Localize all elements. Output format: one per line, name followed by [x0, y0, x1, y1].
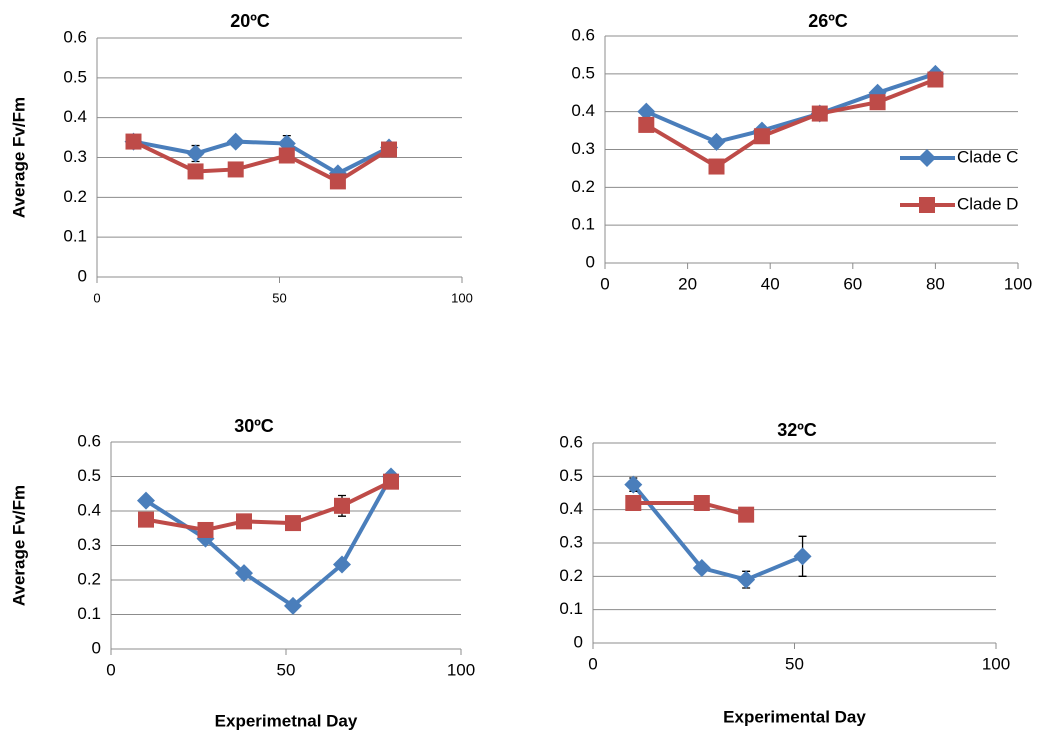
y-tick-label: 0.3: [77, 535, 101, 554]
y-axis-label: Average Fv/Fm: [9, 97, 28, 218]
marker: [137, 491, 155, 510]
series-line: [132, 139, 391, 184]
y-tick-label: 0.4: [63, 107, 87, 126]
y-tick-label: 0: [574, 632, 583, 651]
y-tick-label: 0.4: [77, 500, 101, 519]
y-tick-label: 0.6: [77, 431, 101, 450]
y-tick-label: 0.1: [63, 227, 87, 246]
y-tick-label: 0: [586, 252, 595, 271]
x-tick-label: 50: [785, 654, 804, 673]
y-tick-label: 0.2: [571, 177, 595, 196]
series-line: [645, 77, 937, 169]
y-tick-label: 0.5: [559, 466, 583, 485]
marker: [236, 513, 252, 530]
chart-title: 26ºC: [808, 11, 848, 31]
series-line: [633, 501, 747, 517]
marker: [125, 133, 142, 150]
x-axis-label: Experimental Day: [723, 707, 866, 726]
marker: [226, 132, 245, 151]
marker: [334, 497, 350, 514]
series-line: [631, 483, 804, 582]
x-tick-label: 60: [843, 274, 862, 293]
marker: [738, 506, 755, 523]
marker: [638, 116, 655, 133]
y-tick-label: 0.6: [559, 432, 583, 451]
y-tick-label: 0.2: [63, 187, 87, 206]
marker: [383, 473, 399, 490]
series-line: [144, 475, 393, 609]
series-line: [645, 71, 937, 145]
marker: [927, 71, 944, 88]
legend-marker: [918, 149, 936, 167]
y-tick-label: 0.4: [559, 499, 583, 518]
marker: [329, 173, 346, 190]
marker: [227, 161, 244, 178]
y-tick-label: 0.2: [559, 566, 583, 585]
y-tick-label: 0.1: [559, 599, 583, 618]
x-tick-label: 0: [93, 290, 100, 305]
series-line: [133, 139, 390, 176]
x-tick-label: 0: [600, 274, 609, 293]
marker: [624, 475, 643, 494]
chart-title: 30ºC: [234, 416, 274, 436]
y-tick-label: 0.1: [77, 604, 101, 623]
y-tick-label: 0.5: [571, 63, 595, 82]
x-tick-label: 50: [277, 660, 296, 679]
x-tick-label: 100: [982, 654, 1010, 673]
x-tick-label: 20: [678, 274, 697, 293]
marker: [692, 559, 711, 577]
x-tick-label: 100: [447, 660, 475, 679]
x-tick-label: 100: [451, 290, 473, 305]
marker: [333, 555, 351, 574]
x-tick-label: 100: [1004, 274, 1032, 293]
x-tick-label: 0: [106, 660, 115, 679]
marker: [381, 141, 397, 158]
marker: [625, 495, 642, 511]
y-axis-label: Average Fv/Fm: [9, 485, 28, 606]
chart-title: 20ºC: [230, 11, 270, 31]
marker: [197, 521, 214, 538]
marker: [707, 132, 726, 151]
marker: [869, 94, 886, 111]
chart-title: 32ºC: [777, 420, 817, 440]
legend-label: Clade C: [957, 147, 1018, 166]
y-tick-label: 0: [78, 266, 87, 285]
marker: [235, 564, 253, 583]
x-tick-label: 0: [588, 654, 597, 673]
marker: [811, 105, 828, 122]
legend-marker: [919, 197, 935, 213]
x-tick-label: 50: [272, 290, 286, 305]
y-tick-label: 0.6: [571, 25, 595, 44]
y-tick-label: 0: [92, 638, 101, 657]
marker: [793, 547, 812, 566]
marker: [138, 511, 154, 528]
x-axis-label: Experimetnal Day: [215, 711, 358, 730]
x-tick-label: 80: [926, 274, 945, 293]
y-tick-label: 0.2: [77, 569, 101, 588]
marker: [187, 163, 204, 180]
marker: [708, 158, 725, 175]
y-tick-label: 0.1: [571, 215, 595, 234]
y-tick-label: 0.5: [77, 466, 101, 485]
y-tick-label: 0.5: [63, 67, 87, 86]
y-tick-label: 0.4: [571, 101, 595, 120]
marker: [753, 128, 770, 145]
marker: [284, 596, 302, 615]
marker: [637, 102, 656, 121]
y-tick-label: 0.3: [63, 147, 87, 166]
marker: [737, 570, 756, 589]
series-line: [145, 479, 392, 533]
marker: [278, 147, 295, 164]
y-tick-label: 0.3: [571, 139, 595, 158]
marker: [186, 144, 205, 163]
y-tick-label: 0.6: [63, 27, 87, 46]
y-tick-label: 0.3: [559, 532, 583, 551]
legend-label: Clade D: [957, 194, 1018, 213]
marker: [693, 495, 710, 511]
x-tick-label: 40: [761, 274, 780, 293]
marker: [285, 515, 301, 532]
